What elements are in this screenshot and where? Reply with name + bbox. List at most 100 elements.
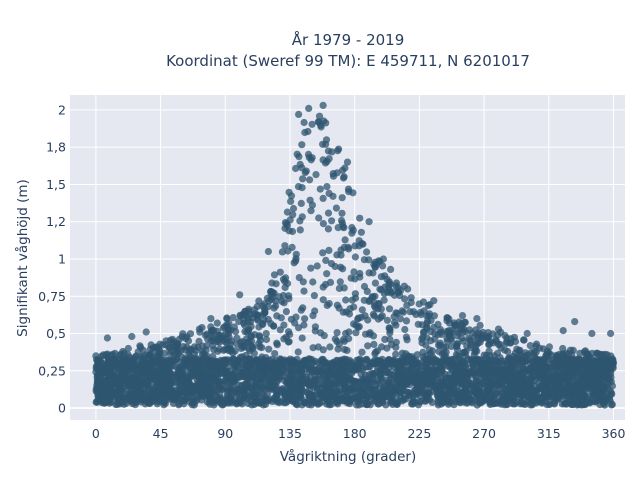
data-point (351, 253, 359, 261)
data-point (356, 214, 364, 222)
data-point (188, 401, 196, 409)
data-point (467, 396, 475, 404)
data-point (237, 369, 245, 377)
data-point (436, 341, 444, 349)
y-tick-label: 2 (58, 102, 66, 117)
x-tick-label: 360 (602, 426, 626, 441)
data-point (434, 387, 443, 395)
data-point (480, 351, 488, 359)
data-point (387, 265, 395, 273)
data-point (317, 121, 325, 129)
data-point (323, 270, 331, 278)
data-point (416, 392, 424, 400)
data-point (460, 348, 468, 356)
data-point (364, 342, 372, 350)
data-point (307, 207, 315, 215)
data-point (262, 396, 270, 404)
data-point (121, 369, 129, 377)
data-point (341, 376, 350, 384)
data-point (262, 330, 270, 338)
data-point (599, 385, 607, 393)
data-point (409, 372, 418, 380)
data-point (385, 391, 393, 399)
data-point (380, 290, 388, 298)
data-point (282, 274, 290, 282)
data-point (251, 398, 259, 406)
x-tick-label: 270 (472, 426, 496, 441)
data-point (316, 185, 324, 193)
data-point (390, 319, 399, 327)
data-point (147, 363, 155, 372)
data-point (277, 360, 286, 369)
data-point (311, 357, 319, 365)
data-point (313, 387, 321, 395)
data-point (326, 278, 335, 286)
data-point (453, 340, 461, 348)
data-point (336, 278, 344, 286)
data-point (229, 314, 237, 322)
data-point (258, 368, 266, 376)
data-point (437, 328, 445, 336)
data-point (439, 392, 447, 400)
data-point (180, 396, 189, 404)
data-point (603, 380, 611, 388)
data-point (165, 385, 173, 393)
data-point (424, 317, 432, 325)
data-point (309, 278, 317, 286)
data-point (315, 112, 324, 120)
data-point (179, 343, 187, 351)
data-point (147, 394, 155, 402)
data-point (305, 104, 313, 112)
data-point (259, 302, 267, 310)
data-point (377, 305, 385, 313)
data-point (540, 368, 549, 376)
data-point (322, 256, 330, 264)
data-point (353, 378, 361, 386)
data-point (306, 373, 314, 381)
data-point (308, 120, 316, 128)
data-point (153, 343, 161, 351)
x-tick-label: 0 (92, 426, 100, 441)
data-point (524, 351, 532, 359)
data-point (351, 290, 359, 298)
data-point (178, 333, 186, 341)
data-point (568, 356, 576, 364)
data-point (235, 317, 243, 326)
data-point (423, 334, 431, 342)
data-point (236, 353, 244, 361)
data-point (338, 209, 346, 217)
data-point (309, 312, 317, 320)
data-point (275, 293, 283, 301)
data-point (213, 319, 221, 327)
data-point (325, 300, 333, 308)
data-point (349, 226, 357, 234)
data-point (113, 371, 121, 379)
data-point (346, 305, 354, 313)
data-point (400, 282, 408, 290)
data-point (365, 379, 373, 387)
y-tick-label: 1,8 (46, 140, 66, 155)
data-point (585, 398, 593, 407)
data-point (420, 307, 428, 315)
data-point (570, 394, 578, 402)
data-point (180, 372, 188, 380)
data-point (531, 373, 539, 381)
data-point (450, 401, 458, 409)
data-point (281, 283, 289, 292)
data-point (330, 383, 338, 391)
data-point (270, 271, 279, 279)
data-point (441, 370, 449, 378)
data-point (485, 340, 493, 348)
data-point (402, 333, 410, 341)
data-point (348, 369, 356, 377)
data-point (408, 398, 416, 406)
x-axis-title: Vågriktning (grader) (280, 448, 417, 465)
data-point (371, 385, 379, 393)
data-point (298, 213, 306, 221)
data-point (240, 381, 248, 389)
data-point (271, 373, 279, 381)
data-point (320, 358, 328, 366)
data-point (372, 391, 380, 399)
data-point (285, 385, 294, 393)
data-point (342, 329, 350, 338)
